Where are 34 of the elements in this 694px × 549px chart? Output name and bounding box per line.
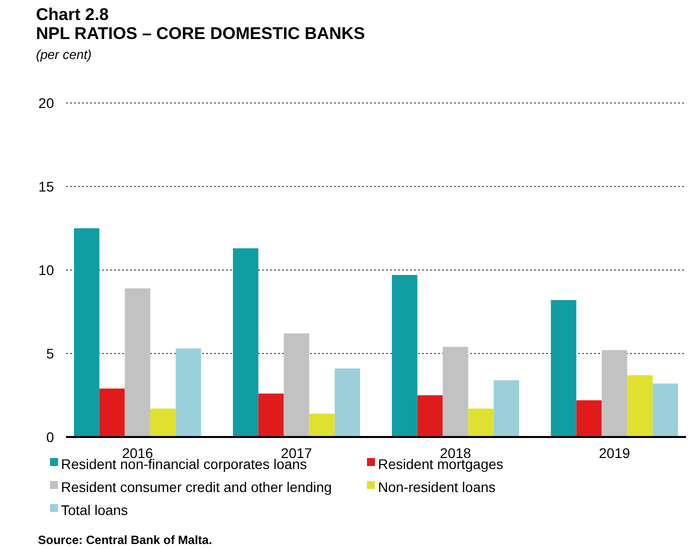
chart-subtitle: NPL RATIOS – CORE DOMESTIC BANKS <box>36 24 366 43</box>
bar <box>309 414 335 437</box>
bar <box>176 348 202 437</box>
y-tick-label: 5 <box>46 345 54 362</box>
bar <box>652 384 678 437</box>
chart-title: Chart 2.8 <box>36 5 109 24</box>
bar <box>602 350 628 437</box>
bar <box>417 395 443 437</box>
y-tick-label: 15 <box>38 178 54 194</box>
bar <box>74 228 100 437</box>
bar <box>627 375 653 437</box>
y-tick-label: 0 <box>46 428 54 445</box>
bar <box>442 346 468 437</box>
legend-label: Resident consumer credit and other lending <box>61 478 332 495</box>
bar <box>392 275 418 437</box>
bar <box>150 408 176 437</box>
legend-label: Total loans <box>61 502 128 518</box>
source-note: Source: Central Bank of Malta. <box>38 533 212 547</box>
bar <box>334 368 360 437</box>
bar <box>468 408 494 437</box>
bar <box>124 288 150 437</box>
legend-label: Non-resident loans <box>378 478 496 495</box>
bar <box>258 394 284 437</box>
bar <box>284 333 310 437</box>
bar <box>494 380 520 437</box>
y-axis-title: (per cent) <box>36 47 92 62</box>
y-tick-label: 10 <box>38 262 54 278</box>
bar <box>550 300 576 437</box>
bar <box>99 388 125 437</box>
x-tick-label: 2019 <box>598 445 630 461</box>
x-tick-label: 2017 <box>280 445 312 461</box>
y-tick-label: 20 <box>38 94 54 111</box>
bar <box>232 248 258 437</box>
bar <box>576 400 602 437</box>
